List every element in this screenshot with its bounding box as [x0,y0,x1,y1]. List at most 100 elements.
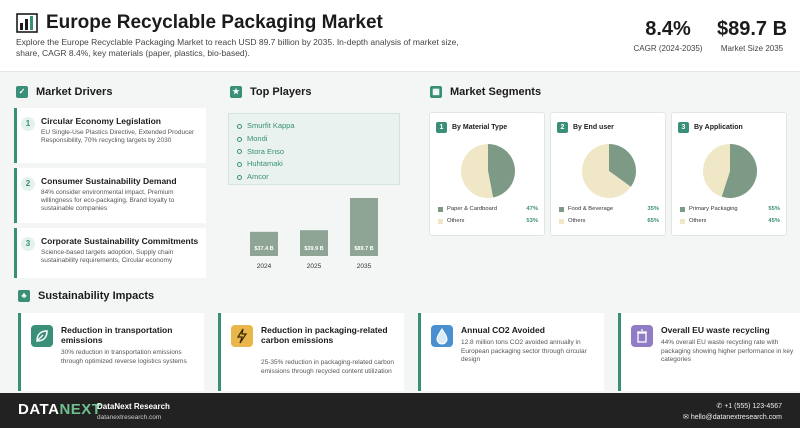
bar-value-label: $89.7 B [354,246,373,252]
email-address: hello@datanextresearch.com [690,414,782,421]
impact-card: Annual CO2 Avoided 12.8 million tons CO2… [418,313,604,391]
impact-card: Reduction in transportation emissions 30… [18,313,204,391]
segment-number: 2 [557,122,568,133]
legend-row: Others 53% [438,218,538,224]
player-item[interactable]: Mondi [237,133,391,146]
player-name: Huhtamaki [247,159,283,169]
segment-card-application: 3 By Application Primary Packaging 55% O… [671,112,787,236]
impact-card: Overall EU waste recycling 44% overall E… [618,313,800,391]
driver-title: Consumer Sustainability Demand [41,176,177,186]
recycle-bin-icon [631,325,653,347]
bullet-icon [237,149,242,155]
leaf-icon [31,325,53,347]
segment-pie-chart [461,144,515,198]
contact-email[interactable]: ✉ hello@datanextresearch.com [683,413,782,421]
bar-value-label: $37.4 B [254,246,273,252]
legend-pct: 53% [526,218,538,224]
x-tick-label: 2024 [257,263,272,270]
pie-slice [703,144,730,197]
mail-icon: ✉ [683,414,691,421]
legend-label: Paper & Cardboard [447,206,497,212]
segment-number: 3 [678,122,689,133]
phone-icon: ✆ [716,403,725,410]
segments-heading: ▦ Market Segments [430,86,541,98]
legend-swatch [680,218,685,224]
contact-phone[interactable]: ✆ +1 (555) 123-4567 [716,402,782,410]
legend-row: Primary Packaging 55% [680,206,780,212]
impact-title: Overall EU waste recycling [661,325,770,335]
players-heading: ★ Top Players [230,86,312,98]
drop-icon [431,325,453,347]
segment-head: 2 By End user [557,122,614,133]
legend-pct: 55% [768,206,780,212]
market-size-bar-chart: $37.4 B 2024 $39.9 B 2025 $89.7 B 2035 [250,198,378,270]
x-tick-label: 2035 [357,263,372,270]
player-name: Amcor [247,172,269,182]
legend-label: Food & Beverage [568,206,614,212]
pie-slice [609,144,636,187]
leaf-icon: ♣ [18,290,30,302]
segment-pie-chart [582,144,636,198]
impact-desc: 44% overall EU waste recycling rate with… [661,339,794,363]
impact-desc: 30% reduction in transportation emission… [61,349,187,365]
legend-swatch [559,218,564,224]
driver-number: 1 [21,117,35,131]
pie-slice [582,144,631,198]
players-list: Smurfit Kappa Mondi Stora Enso Huhtamaki… [228,113,400,185]
player-item[interactable]: Stora Enso [237,146,391,159]
player-item[interactable]: Smurfit Kappa [237,120,391,133]
logo-part: DATA [18,401,60,418]
chart-bar [350,198,378,256]
brand-url[interactable]: datanextresearch.com [97,414,162,421]
driver-desc: Science-based targets adoption, Supply c… [41,249,174,264]
pie-slice [488,144,515,198]
logo-part: NEXT [59,401,102,418]
page-title: Europe Recyclable Packaging Market [46,12,383,33]
datanext-logo[interactable]: DATANEXT [18,401,101,418]
segment-number: 1 [436,122,447,133]
stat-market-size: $89.7 B Market Size 2035 [712,18,792,53]
title-row: Europe Recyclable Packaging Market [16,12,383,34]
stat-cagr: 8.4% CAGR (2024-2035) [628,18,708,53]
driver-title: Corporate Sustainability Commitments [41,236,199,246]
impact-title: Reduction in transportation emissions [61,325,173,345]
legend-pct: 65% [647,218,659,224]
driver-card: 3 Corporate Sustainability Commitments S… [14,228,206,278]
bullet-icon [237,162,242,168]
impact-desc: 25-35% reduction in packaging-related ca… [261,359,394,375]
segment-pie-chart [703,144,757,198]
drivers-heading: ✓ Market Drivers [16,86,112,98]
player-name: Smurfit Kappa [247,121,295,130]
legend-row: Paper & Cardboard 47% [438,206,538,212]
footer: DATANEXT DataNext Research datanextresea… [0,393,800,428]
bar-value-label: $39.9 B [304,246,323,252]
check-icon: ✓ [16,86,28,98]
driver-card: 1 Circular Economy Legislation EU Single… [14,108,206,163]
player-item[interactable]: Amcor [237,171,391,184]
legend-row: Others 65% [559,218,659,224]
legend-pct: 45% [768,218,780,224]
legend-label: Others [568,218,586,224]
trophy-icon: ★ [230,86,242,98]
driver-desc: 84% consider environmental impact, Premi… [41,189,175,212]
driver-card: 2 Consumer Sustainability Demand 84% con… [14,168,206,223]
segment-head: 1 By Material Type [436,122,507,133]
chart-bar [250,231,278,256]
players-heading-label: Top Players [250,86,312,98]
player-item[interactable]: Huhtamaki [237,158,391,171]
impacts-heading: ♣ Sustainability Impacts [18,290,154,302]
segment-card-end-user: 2 By End user Food & Beverage 35% Others… [550,112,666,236]
bullet-icon [237,136,242,142]
stat-value: 8.4% [645,18,691,40]
player-name: Stora Enso [247,146,285,156]
segment-title: By Material Type [452,124,508,131]
bar-chart-icon [16,13,38,33]
impacts-heading-label: Sustainability Impacts [38,290,155,302]
legend-pct: 35% [647,206,659,212]
phone-number: +1 (555) 123-4567 [724,403,782,410]
legend-swatch [438,218,443,224]
drivers-list: 1 Circular Economy Legislation EU Single… [14,108,206,278]
chart-bar [300,230,328,256]
stat-label: CAGR (2024-2035) [633,44,703,53]
impact-title: Annual CO2 Avoided [461,325,545,335]
